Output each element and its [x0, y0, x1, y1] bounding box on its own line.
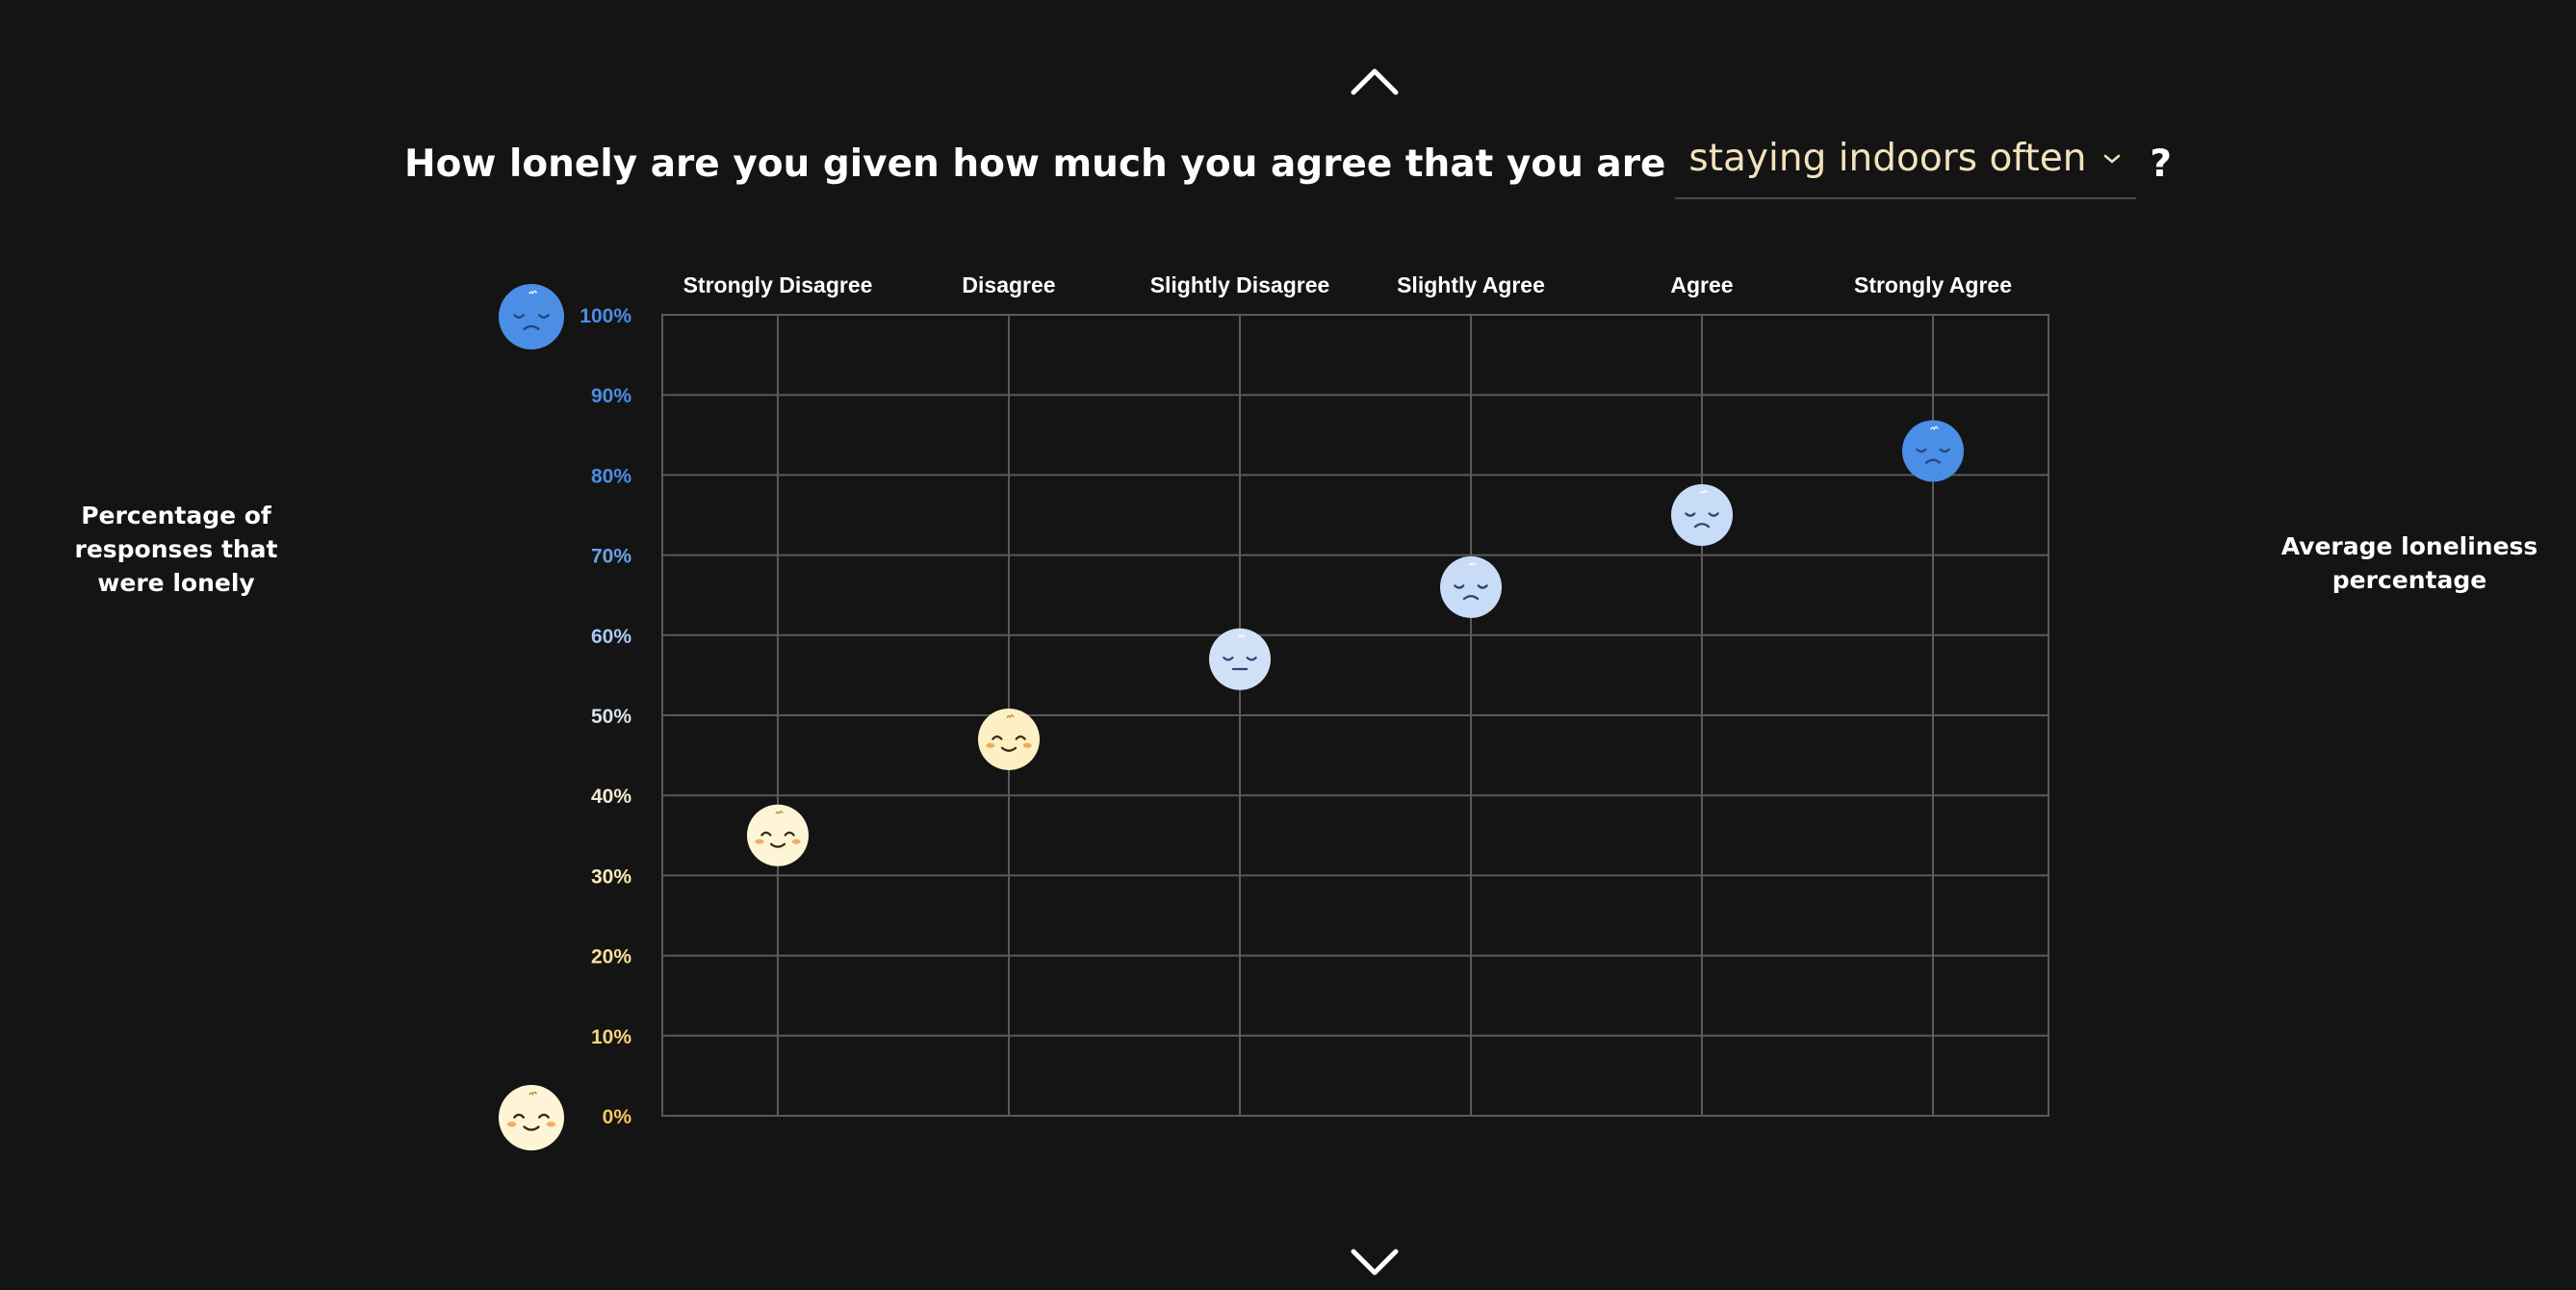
- y-tick-label: 0%: [603, 1106, 632, 1128]
- y-tick-label: 100%: [580, 305, 631, 327]
- data-point: [1902, 420, 1964, 481]
- data-point: [747, 805, 809, 866]
- y-tick-label: 90%: [591, 385, 631, 407]
- category-label: Agree: [1670, 272, 1733, 297]
- category-label: Disagree: [962, 272, 1055, 297]
- sad-face-icon: [499, 284, 564, 349]
- category-label: Slightly Disagree: [1150, 272, 1330, 297]
- y-tick-label: 70%: [591, 546, 631, 568]
- y-tick-label: 40%: [591, 786, 631, 808]
- y-tick-label: 30%: [591, 865, 631, 888]
- y-tick-label: 80%: [591, 465, 631, 487]
- chevron-down-nav-icon[interactable]: [1348, 1244, 1402, 1282]
- y-tick-label: 10%: [591, 1026, 631, 1048]
- y-tick-label: 20%: [591, 946, 631, 968]
- data-point: [1209, 629, 1271, 690]
- category-label: Strongly Disagree: [683, 272, 873, 297]
- data-point: [1671, 484, 1733, 546]
- category-label: Strongly Agree: [1854, 272, 2012, 297]
- happy-face-icon: [499, 1085, 564, 1150]
- data-point: [978, 709, 1040, 770]
- y-tick-label: 50%: [591, 706, 631, 728]
- category-label: Slightly Agree: [1397, 272, 1545, 297]
- data-point: [1440, 556, 1502, 618]
- y-tick-label: 60%: [591, 626, 631, 648]
